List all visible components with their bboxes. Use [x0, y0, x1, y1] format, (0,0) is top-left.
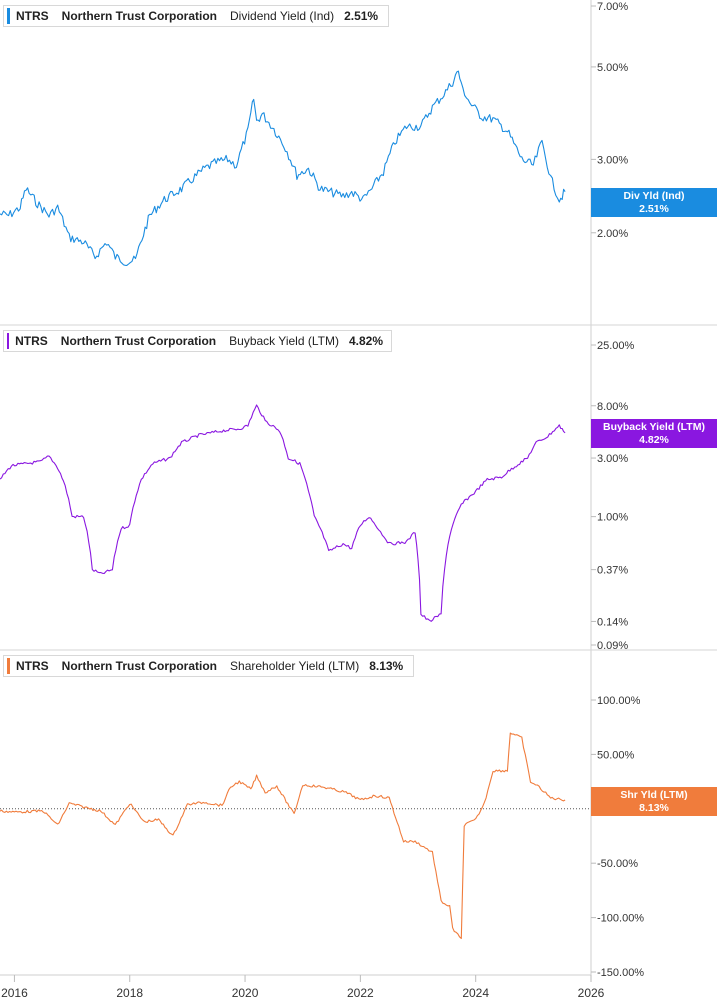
y-tick-label: 25.00%	[597, 340, 635, 352]
series-line-0	[0, 70, 566, 266]
badge-label: Div Yld (Ind)	[623, 190, 685, 202]
legend-value: 4.82%	[348, 334, 383, 348]
y-tick-label: -100.00%	[597, 913, 644, 925]
y-tick-label: 3.00%	[597, 154, 628, 166]
y-tick-label: -150.00%	[597, 967, 644, 979]
series-swatch	[7, 8, 10, 24]
y-tick-label: 8.00%	[597, 401, 628, 413]
series-swatch	[7, 333, 10, 349]
legend-company: Northern Trust Corporation	[61, 9, 218, 23]
x-tick-label: 2018	[116, 986, 143, 1000]
x-tick-label: 2026	[578, 986, 605, 1000]
legend-ticker: NTRS	[16, 9, 49, 23]
legend-metric: Shareholder Yield (LTM)	[230, 659, 360, 673]
y-tick-label: 7.00%	[597, 1, 628, 13]
x-tick-label: 2024	[462, 986, 489, 1000]
series-line-1	[0, 404, 566, 622]
y-tick-label: 100.00%	[597, 695, 641, 707]
badge-label: Buyback Yield (LTM)	[603, 421, 705, 433]
y-tick-label: 50.00%	[597, 749, 635, 761]
y-tick-label: 2.00%	[597, 228, 628, 240]
badge-value: 4.82%	[639, 434, 669, 446]
x-tick-label: 2020	[232, 986, 259, 1000]
badge-buyback-yield: Buyback Yield (LTM) 4.82%	[591, 419, 717, 448]
series-swatch	[7, 658, 10, 674]
badge-dividend-yield: Div Yld (Ind) 2.51%	[591, 188, 717, 217]
legend-company: Northern Trust Corporation	[60, 334, 217, 348]
series-line-2	[0, 732, 566, 940]
legend-ticker: NTRS	[16, 659, 49, 673]
badge-value: 8.13%	[639, 802, 669, 814]
legend-value: 8.13%	[369, 659, 404, 673]
y-tick-label: 5.00%	[597, 62, 628, 74]
y-tick-label: 0.14%	[597, 616, 628, 628]
y-tick-label: 0.09%	[597, 640, 628, 652]
y-tick-label: 1.00%	[597, 512, 628, 524]
legend-dividend-yield: NTRS Northern Trust Corporation Dividend…	[3, 5, 389, 27]
legend-shareholder-yield: NTRS Northern Trust Corporation Sharehol…	[3, 655, 414, 677]
legend-metric: Buyback Yield (LTM)	[229, 334, 339, 348]
badge-value: 2.51%	[639, 203, 669, 215]
y-tick-label: 0.37%	[597, 565, 628, 577]
legend-company: Northern Trust Corporation	[61, 659, 218, 673]
x-tick-label: 2022	[347, 986, 374, 1000]
badge-label: Shr Yld (LTM)	[620, 789, 688, 801]
y-tick-label: -50.00%	[597, 858, 638, 870]
badge-shareholder-yield: Shr Yld (LTM) 8.13%	[591, 787, 717, 816]
legend-metric: Dividend Yield (Ind)	[230, 9, 335, 23]
legend-ticker: NTRS	[15, 334, 48, 348]
y-tick-label: 3.00%	[597, 453, 628, 465]
legend-value: 2.51%	[344, 9, 379, 23]
x-tick-label: 2016	[1, 986, 28, 1000]
legend-buyback-yield: NTRS Northern Trust Corporation Buyback …	[3, 330, 392, 352]
